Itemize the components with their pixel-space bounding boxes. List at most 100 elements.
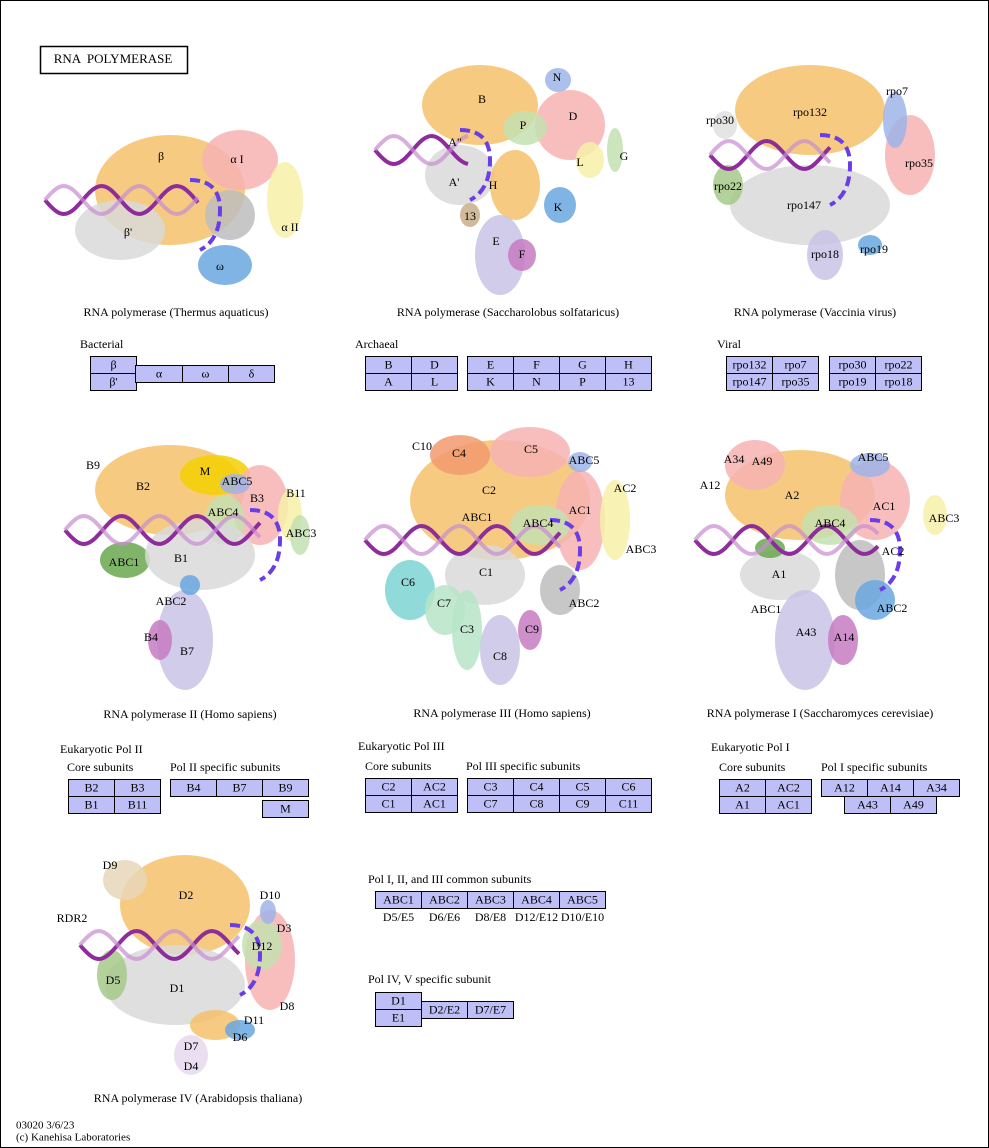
subunit-label: B7 [180, 644, 194, 658]
subunit-label: rpo19 [860, 242, 888, 256]
subunit-label: ω [216, 259, 224, 273]
subunit-box-label: A12 [834, 780, 855, 794]
structure-caption: RNA polymerase (Saccharolobus solfataric… [397, 305, 619, 319]
subunit-label: ABC2 [569, 596, 600, 610]
subunit-blob [267, 162, 303, 238]
dna-strand [363, 523, 562, 557]
subunit-label: M [200, 464, 211, 478]
dna-strand [708, 138, 832, 172]
subunit-blob [544, 187, 576, 223]
subunit-box-label: rpo22 [885, 357, 913, 371]
subunit-blob [103, 860, 147, 900]
subunit-label: A49 [752, 454, 773, 468]
subunit-box-label: H [624, 357, 633, 371]
group-subheading: Core subunits [67, 760, 134, 774]
subunit-blob [385, 560, 435, 620]
rna-strand [459, 128, 493, 202]
subunit-box [262, 800, 309, 818]
subunit-box-label: rpo35 [782, 374, 810, 388]
subunit-label: B2 [136, 479, 150, 493]
subunit-blob [290, 515, 310, 555]
subunit-blob [607, 128, 623, 172]
subunit-box-label: C7 [483, 796, 497, 810]
subunit-label: ABC4 [208, 505, 239, 519]
subunit-blob [510, 505, 570, 545]
subunit-blob [475, 215, 525, 295]
group-heading: Pol IV, V specific subunit [368, 972, 492, 986]
equivalent-subunit: D12/E12 [515, 910, 558, 924]
map-title: RNA POLYMERASE [54, 51, 173, 66]
subunit-label: rpo18 [811, 247, 839, 261]
subunit-blob [180, 575, 200, 595]
subunit-label: D [569, 109, 578, 123]
subunit-label: D11 [244, 1013, 264, 1027]
subunit-box-label: B4 [186, 780, 200, 794]
subunit-label: C5 [524, 442, 538, 456]
subunit-box-label: A2 [735, 780, 750, 794]
subunit-label: ABC3 [286, 526, 317, 540]
subunit-box [605, 795, 652, 813]
title-box [39, 45, 189, 75]
subunit-label: A2 [785, 488, 800, 502]
subunit-box-label: C4 [529, 779, 543, 793]
subunit-label: D10 [260, 888, 281, 902]
subunit-label: ABC1 [109, 555, 140, 569]
subunit-label: 13 [464, 209, 476, 223]
subunit-label: B4 [144, 630, 158, 644]
subunit-label: AC2 [614, 481, 637, 495]
structure-caption: RNA polymerase I (Saccharomyces cerevisi… [707, 706, 934, 720]
subunit-label: ABC1 [462, 510, 493, 524]
subunit-label: ABC2 [877, 601, 908, 615]
subunit-blob [490, 150, 540, 220]
subunit-blob [225, 1020, 255, 1040]
dna-strand [693, 523, 880, 557]
subunit-label: β' [124, 225, 132, 239]
subunit-blob [740, 550, 820, 600]
subunit-blob [490, 427, 570, 477]
subunit-blob [430, 435, 490, 475]
subunit-blob [576, 142, 604, 178]
subunit-blob [858, 235, 882, 255]
subunit-label: A1 [772, 567, 787, 581]
subunit-box-label: C9 [575, 796, 589, 810]
subunit-box-label: B9 [278, 780, 292, 794]
subunit-box-label: rpo18 [885, 374, 913, 388]
subunit-label: AC1 [873, 499, 896, 513]
subunit-label: ABC2 [156, 594, 187, 608]
subunit-box-label: A [384, 374, 393, 388]
subunit-label: ABC4 [815, 516, 846, 530]
subunit-blob [480, 615, 520, 685]
subunit-label: C9 [525, 622, 539, 636]
subunit-box-label: C6 [621, 779, 635, 793]
subunit-box-label: E1 [392, 1010, 405, 1024]
subunit-label: D12 [252, 939, 273, 953]
subunit-label: D2 [179, 888, 194, 902]
rna-strand [549, 518, 583, 592]
subunit-box-label: AC2 [777, 780, 800, 794]
subunit-label: C7 [437, 596, 451, 610]
subunit-blob [205, 190, 255, 240]
subunit-label: C4 [452, 446, 466, 460]
group-heading: Archaeal [355, 337, 399, 351]
subunit-blob [198, 245, 252, 285]
subunit-blob [260, 900, 276, 924]
dna-strand [363, 523, 562, 557]
subunit-blob [202, 130, 278, 190]
subunit-box [228, 365, 275, 383]
subunit-box-label: rpo30 [839, 357, 867, 371]
subunit-blob [148, 620, 172, 660]
subunit-label: ABC3 [929, 511, 960, 525]
subunit-box [559, 891, 606, 909]
subunit-box-label: 13 [623, 374, 635, 388]
subunit-box-label: D1 [391, 993, 406, 1007]
group-heading: Viral [717, 337, 742, 351]
subunit-box-label: B7 [232, 780, 246, 794]
subunit-blob [755, 538, 785, 558]
structures [43, 65, 947, 1075]
subunit-blob [713, 111, 737, 139]
subunit-label: ABC1 [751, 602, 782, 616]
subunit-blob [105, 945, 245, 1025]
subunit-box [411, 373, 458, 391]
subunit-label: D3 [277, 921, 292, 935]
